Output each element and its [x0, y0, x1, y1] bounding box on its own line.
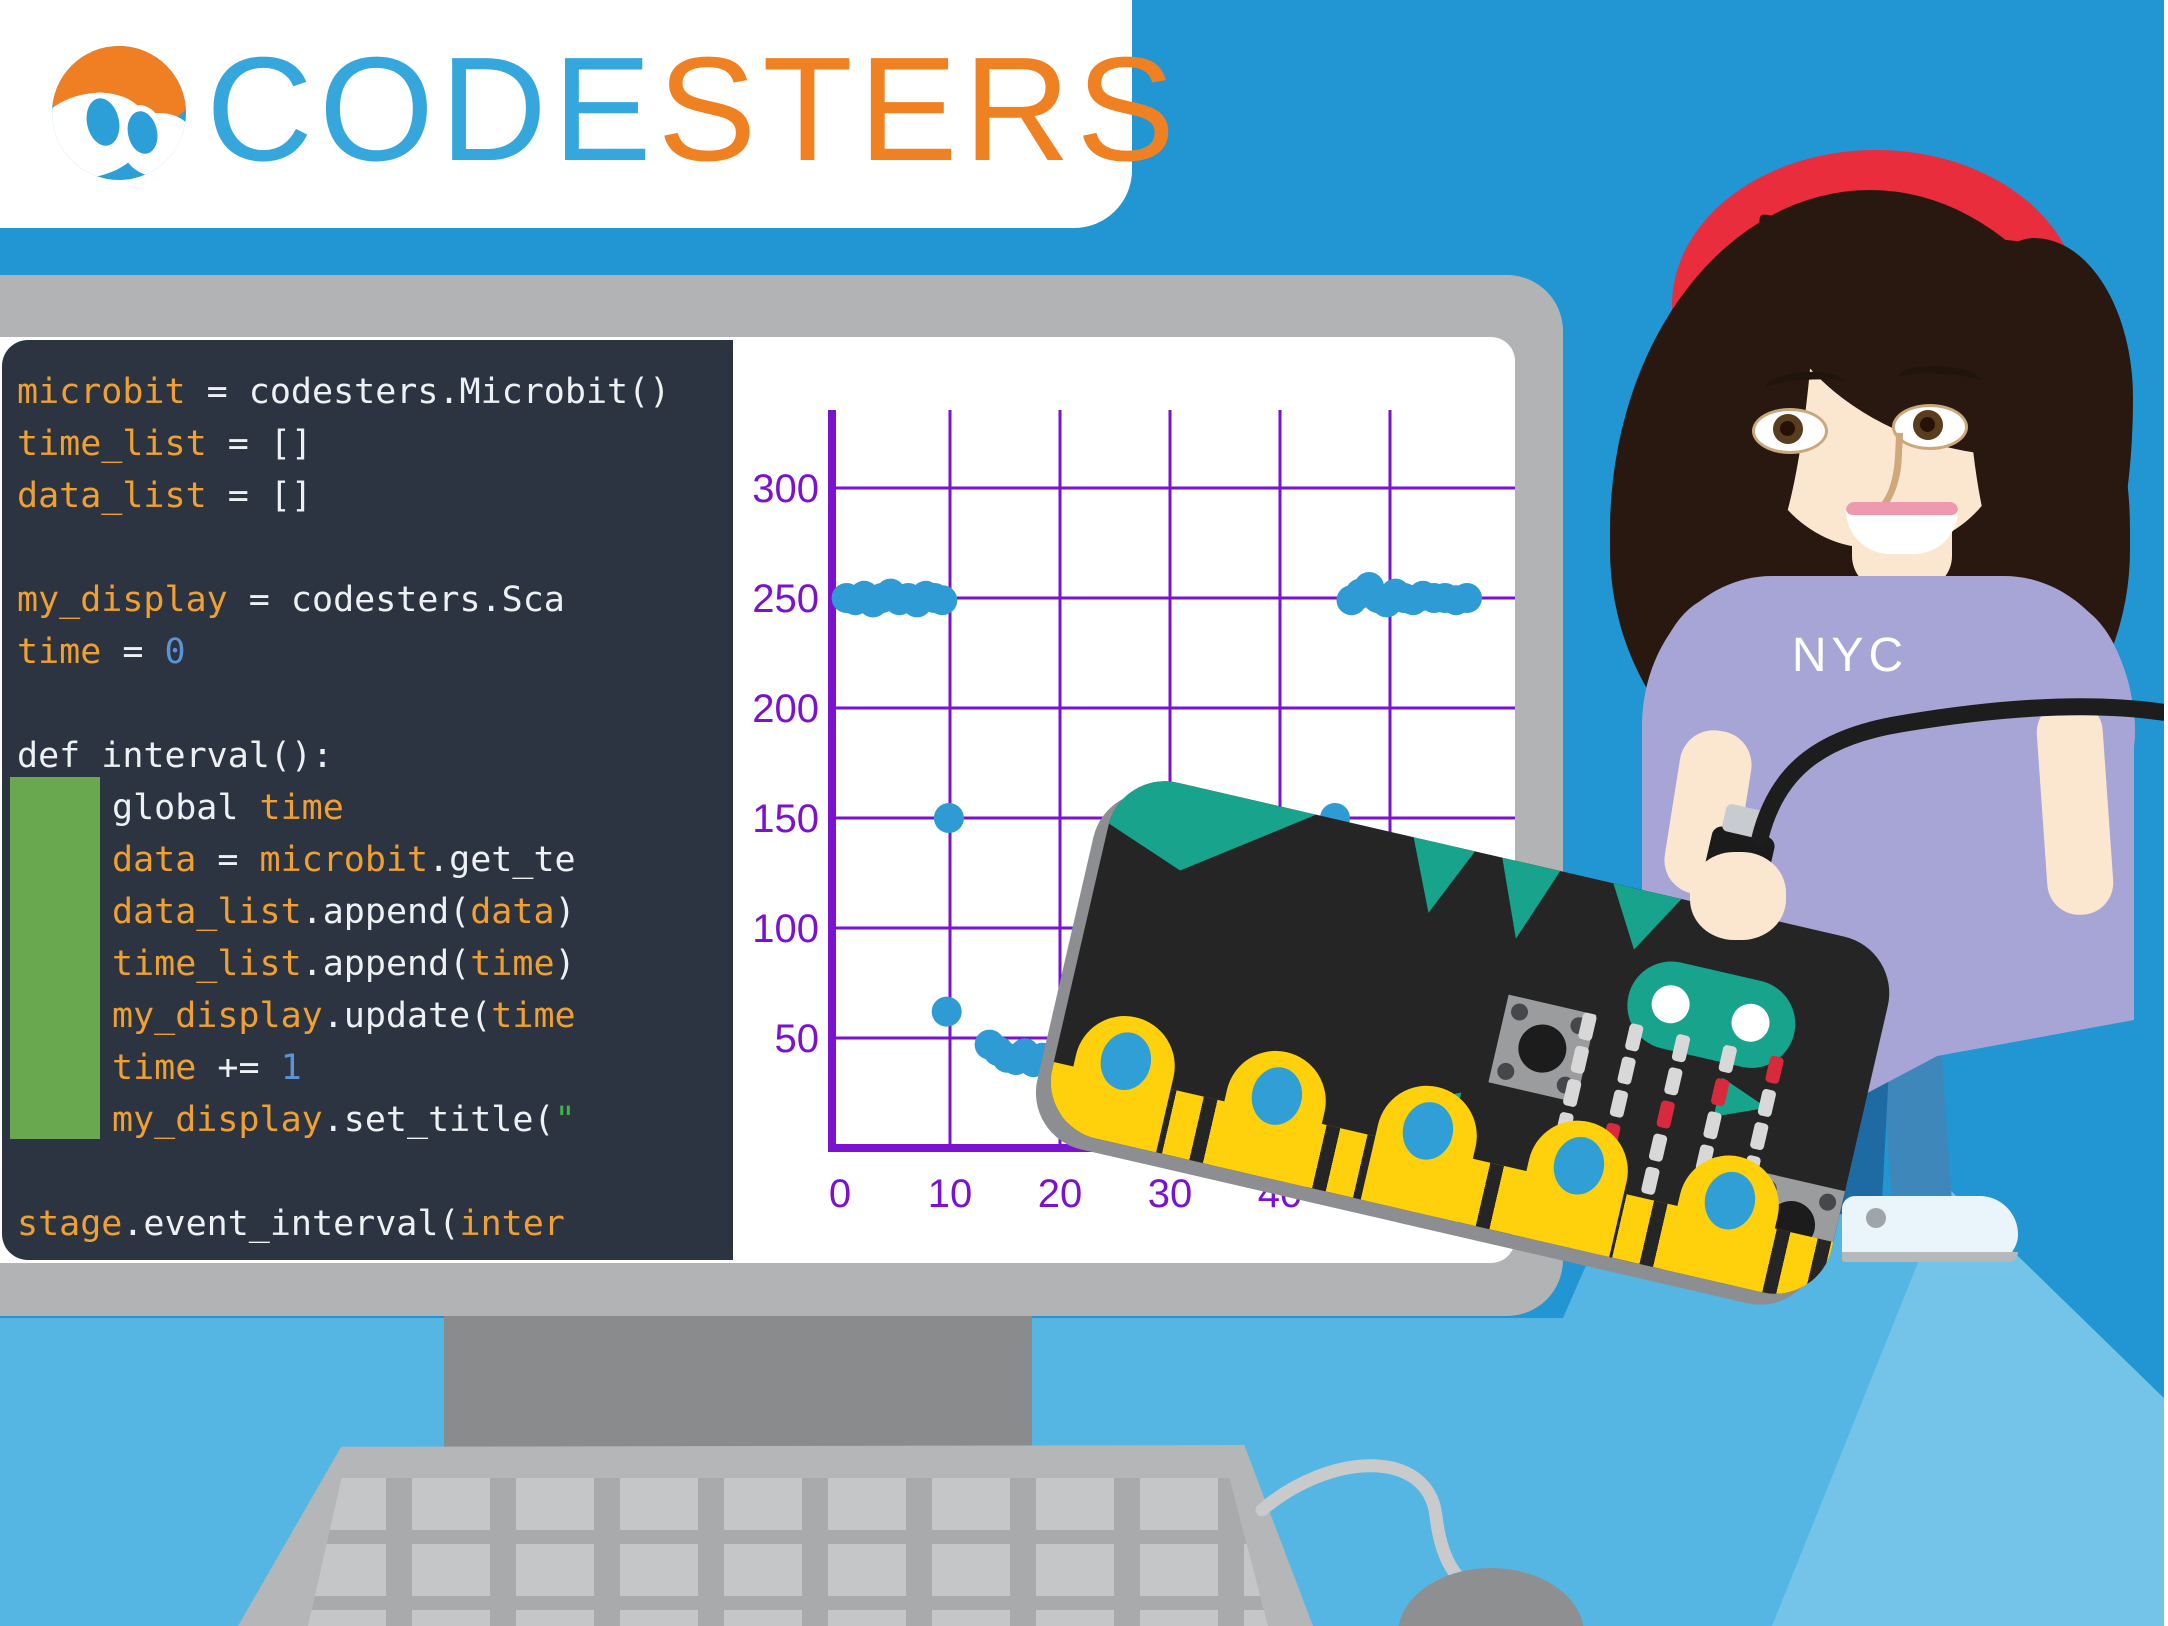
code-line: my_display.set_title(" [112, 1100, 576, 1140]
led-off [1663, 1066, 1684, 1097]
monitor-stand [444, 1316, 1032, 1448]
svg-text:20: 20 [1038, 1172, 1083, 1216]
svg-text:300: 300 [752, 467, 819, 511]
led-off [1616, 1055, 1637, 1086]
code-line: data_list = [] [17, 476, 313, 516]
svg-text:30: 30 [1148, 1172, 1193, 1216]
code-line: def interval(): [17, 736, 334, 776]
code-line: time = 0 [17, 632, 186, 672]
led-on-red [1710, 1077, 1730, 1107]
svg-text:100: 100 [752, 907, 819, 951]
brand-text-blue: CODE [206, 27, 658, 192]
code-line [2, 1146, 733, 1198]
eye-right [1892, 404, 1968, 450]
led-on-red [1764, 1055, 1785, 1085]
svg-text:50: 50 [775, 1017, 820, 1061]
logo-banner: CODESTERS [0, 0, 1175, 228]
sneaker [1842, 1196, 2018, 1262]
code-editor[interactable]: microbit = codesters.Microbit() time_list… [2, 340, 733, 1260]
code-line: time += 1 [112, 1048, 302, 1088]
led-off [1648, 1132, 1668, 1163]
code-line: time_list = [] [17, 424, 313, 464]
code-line: data_list.append(data) [112, 892, 576, 932]
led-off [1609, 1088, 1629, 1119]
eye-left [1752, 408, 1828, 454]
svg-text:10: 10 [928, 1172, 973, 1216]
brand-text-orange: STERS [657, 27, 1182, 192]
led-off [1671, 1033, 1691, 1063]
code-line [2, 678, 733, 730]
led-off [1702, 1110, 1723, 1141]
brand-wordmark: CODESTERS [206, 30, 1181, 190]
led-off [1717, 1044, 1738, 1074]
code-lines: microbit = codesters.Microbit() time_list… [2, 366, 733, 1250]
keyboard-keys [308, 1478, 1268, 1626]
hand-holding-cable [1690, 852, 1786, 940]
svg-text:200: 200 [752, 687, 819, 731]
code-line: data = microbit.get_te [112, 840, 576, 880]
keyboard [238, 1445, 1313, 1626]
shirt-label: NYC [1791, 629, 1909, 682]
code-line [2, 522, 733, 574]
led-off [1757, 1088, 1777, 1118]
code-line: my_display = codesters.Sca [17, 580, 565, 620]
code-line: global time [112, 788, 344, 828]
code-line: microbit = codesters.Microbit() [17, 372, 671, 412]
led-off [1640, 1166, 1661, 1196]
led-off [1749, 1121, 1770, 1151]
code-line: stage.event_interval(inter [17, 1204, 565, 1244]
led-off [1624, 1022, 1645, 1053]
mouth [1846, 502, 1958, 554]
code-line: time_list.append(time) [112, 944, 576, 984]
svg-text:250: 250 [752, 577, 819, 621]
image-edge-strip [2164, 0, 2168, 1626]
code-block-highlight [10, 777, 100, 1139]
svg-text:0: 0 [829, 1172, 851, 1216]
svg-text:150: 150 [752, 797, 819, 841]
led-on-red [1655, 1099, 1676, 1130]
codesters-logo-icon [52, 46, 186, 180]
code-line: my_display.update(time [112, 996, 576, 1036]
